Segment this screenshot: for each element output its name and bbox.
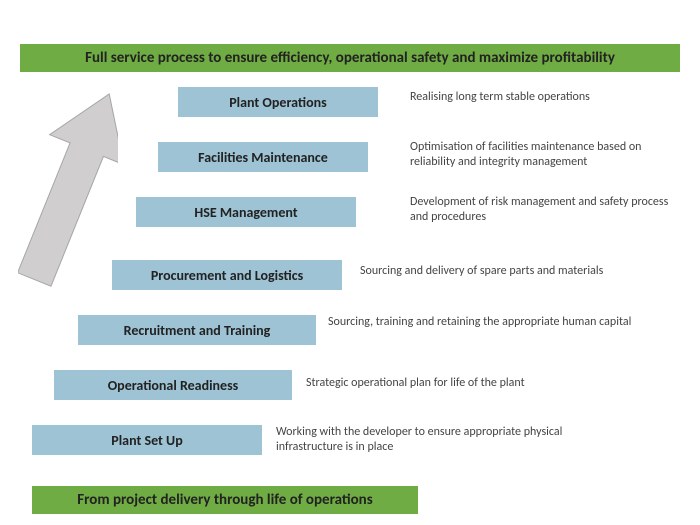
level-desc-4: Sourcing, training and retaining the app…: [328, 315, 648, 330]
level-box-2: HSE Management: [136, 197, 356, 227]
level-desc-0: Realising long term stable operations: [410, 90, 680, 105]
level-desc-6: Working with the developer to ensure app…: [276, 425, 616, 455]
level-box-1: Facilities Maintenance: [158, 142, 368, 172]
level-box-3: Procurement and Logistics: [112, 260, 342, 290]
level-box-4: Recruitment and Training: [78, 315, 316, 345]
bottom-banner: From project delivery through life of op…: [32, 486, 418, 514]
level-desc-1: Optimisation of facilities maintenance b…: [410, 140, 680, 170]
level-box-6: Plant Set Up: [32, 425, 262, 455]
level-box-0: Plant Operations: [178, 87, 378, 117]
upward-arrow-icon: [18, 86, 104, 296]
level-desc-3: Sourcing and delivery of spare parts and…: [360, 264, 680, 279]
level-desc-5: Strategic operational plan for life of t…: [306, 376, 646, 391]
top-banner: Full service process to ensure efficienc…: [20, 44, 680, 72]
level-desc-2: Development of risk management and safet…: [410, 195, 680, 225]
level-box-5: Operational Readiness: [54, 370, 292, 400]
